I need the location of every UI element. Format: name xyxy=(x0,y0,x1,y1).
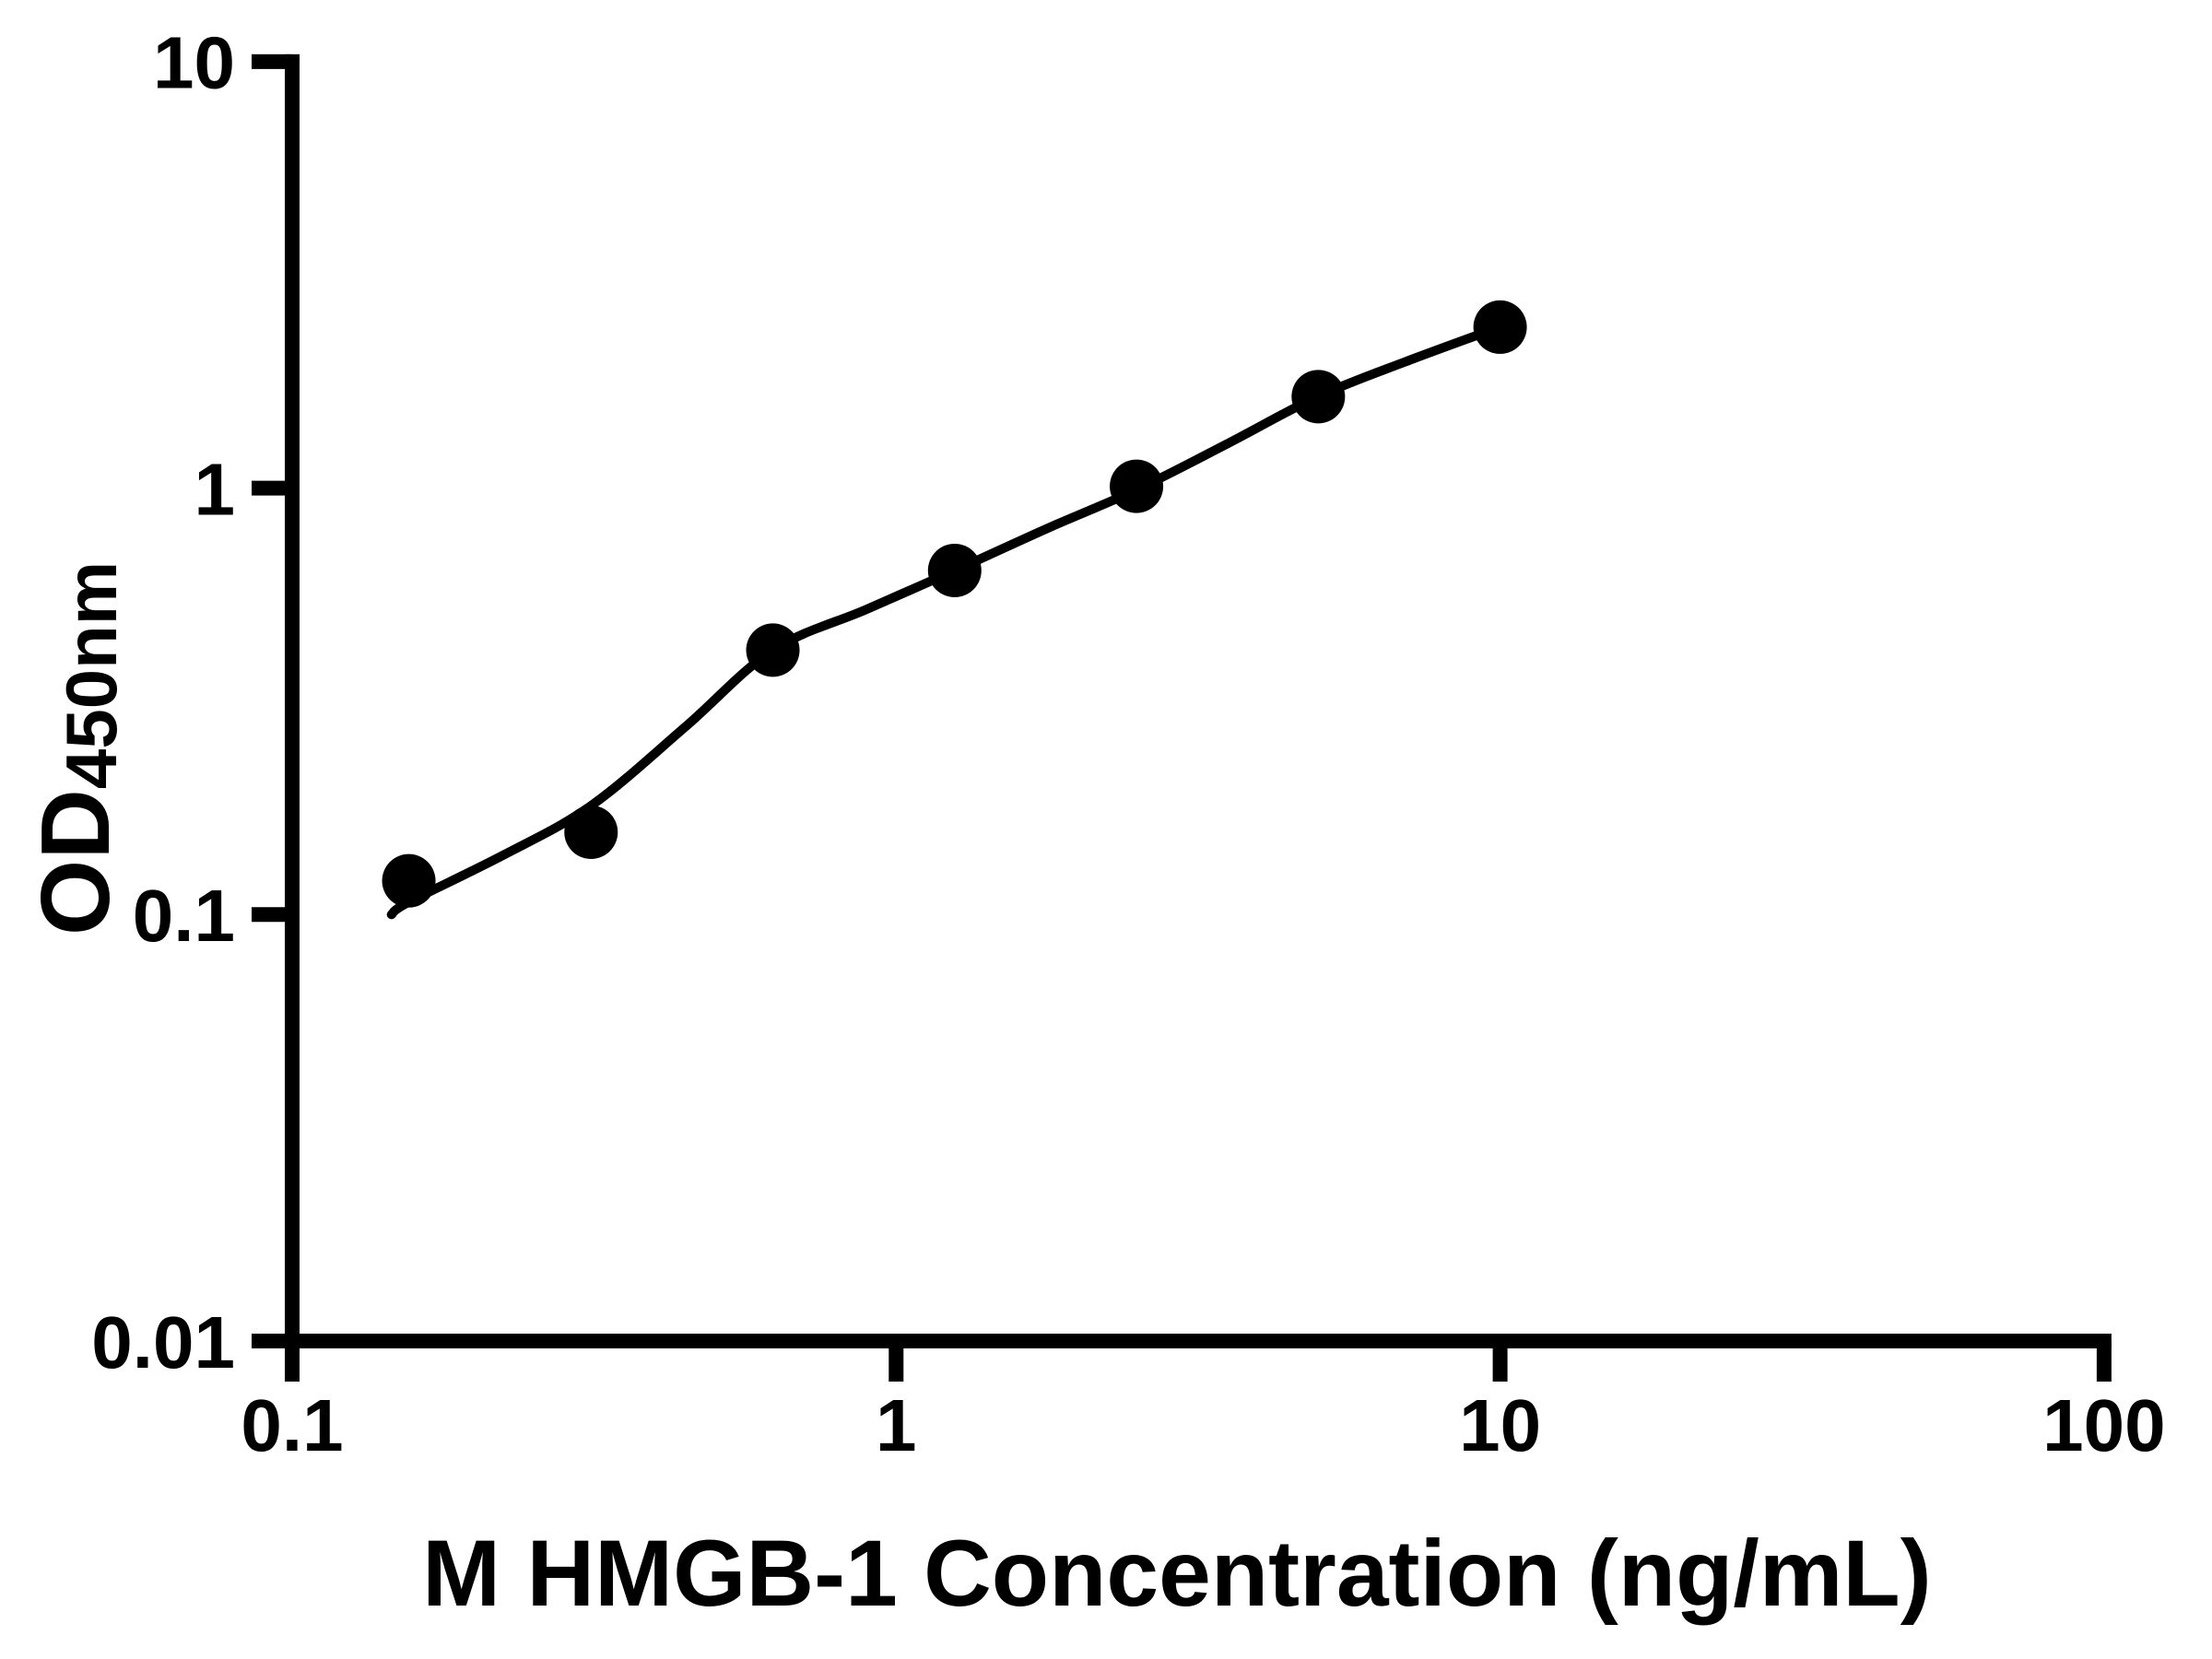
data-point-6 xyxy=(1291,370,1346,424)
x-tick-label-1: 1 xyxy=(876,1384,917,1466)
x-axis-title: M HMGB-1 Concentration (ng/mL) xyxy=(422,1521,1932,1626)
y-axis-title-sub: 450nm xyxy=(51,561,132,789)
x-tick-label-10: 10 xyxy=(1459,1384,1541,1466)
y-tick-label-10: 10 xyxy=(153,22,235,104)
data-point-7 xyxy=(1473,300,1527,354)
y-tick-label-1: 1 xyxy=(194,448,236,530)
y-axis-title: OD450nm xyxy=(21,561,132,935)
y-tick-label-0.1: 0.1 xyxy=(133,875,235,957)
x-tick-label-0.1: 0.1 xyxy=(241,1384,343,1466)
x-tick-label-100: 100 xyxy=(2042,1384,2165,1466)
data-point-1 xyxy=(382,853,436,908)
data-point-5 xyxy=(1110,459,1164,513)
data-point-3 xyxy=(746,623,800,677)
data-point-2 xyxy=(564,805,618,859)
y-axis-title-main: OD xyxy=(21,789,130,935)
data-point-4 xyxy=(927,543,982,597)
y-tick-label-0.01: 0.01 xyxy=(91,1301,235,1383)
